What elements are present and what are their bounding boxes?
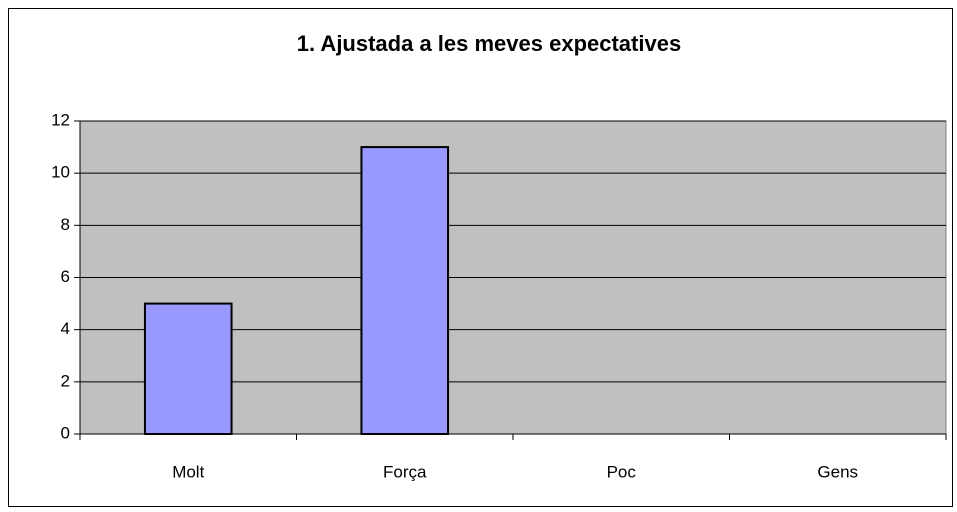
x-tick-label: Poc (607, 462, 637, 481)
y-tick-label: 4 (61, 319, 70, 338)
chart-title: 1. Ajustada a les meves expectatives (297, 31, 681, 56)
x-tick-label: Molt (172, 462, 204, 481)
y-tick-label: 12 (51, 110, 70, 129)
bar (143, 302, 233, 436)
y-tick-label: 2 (61, 371, 70, 390)
y-tick-label: 6 (61, 267, 70, 286)
x-tick-label: Gens (817, 462, 858, 481)
y-tick-label: 8 (61, 215, 70, 234)
bar (360, 146, 450, 435)
x-tick-label: Força (383, 462, 427, 481)
y-tick-label: 0 (61, 423, 70, 442)
y-tick-label: 10 (51, 163, 70, 182)
